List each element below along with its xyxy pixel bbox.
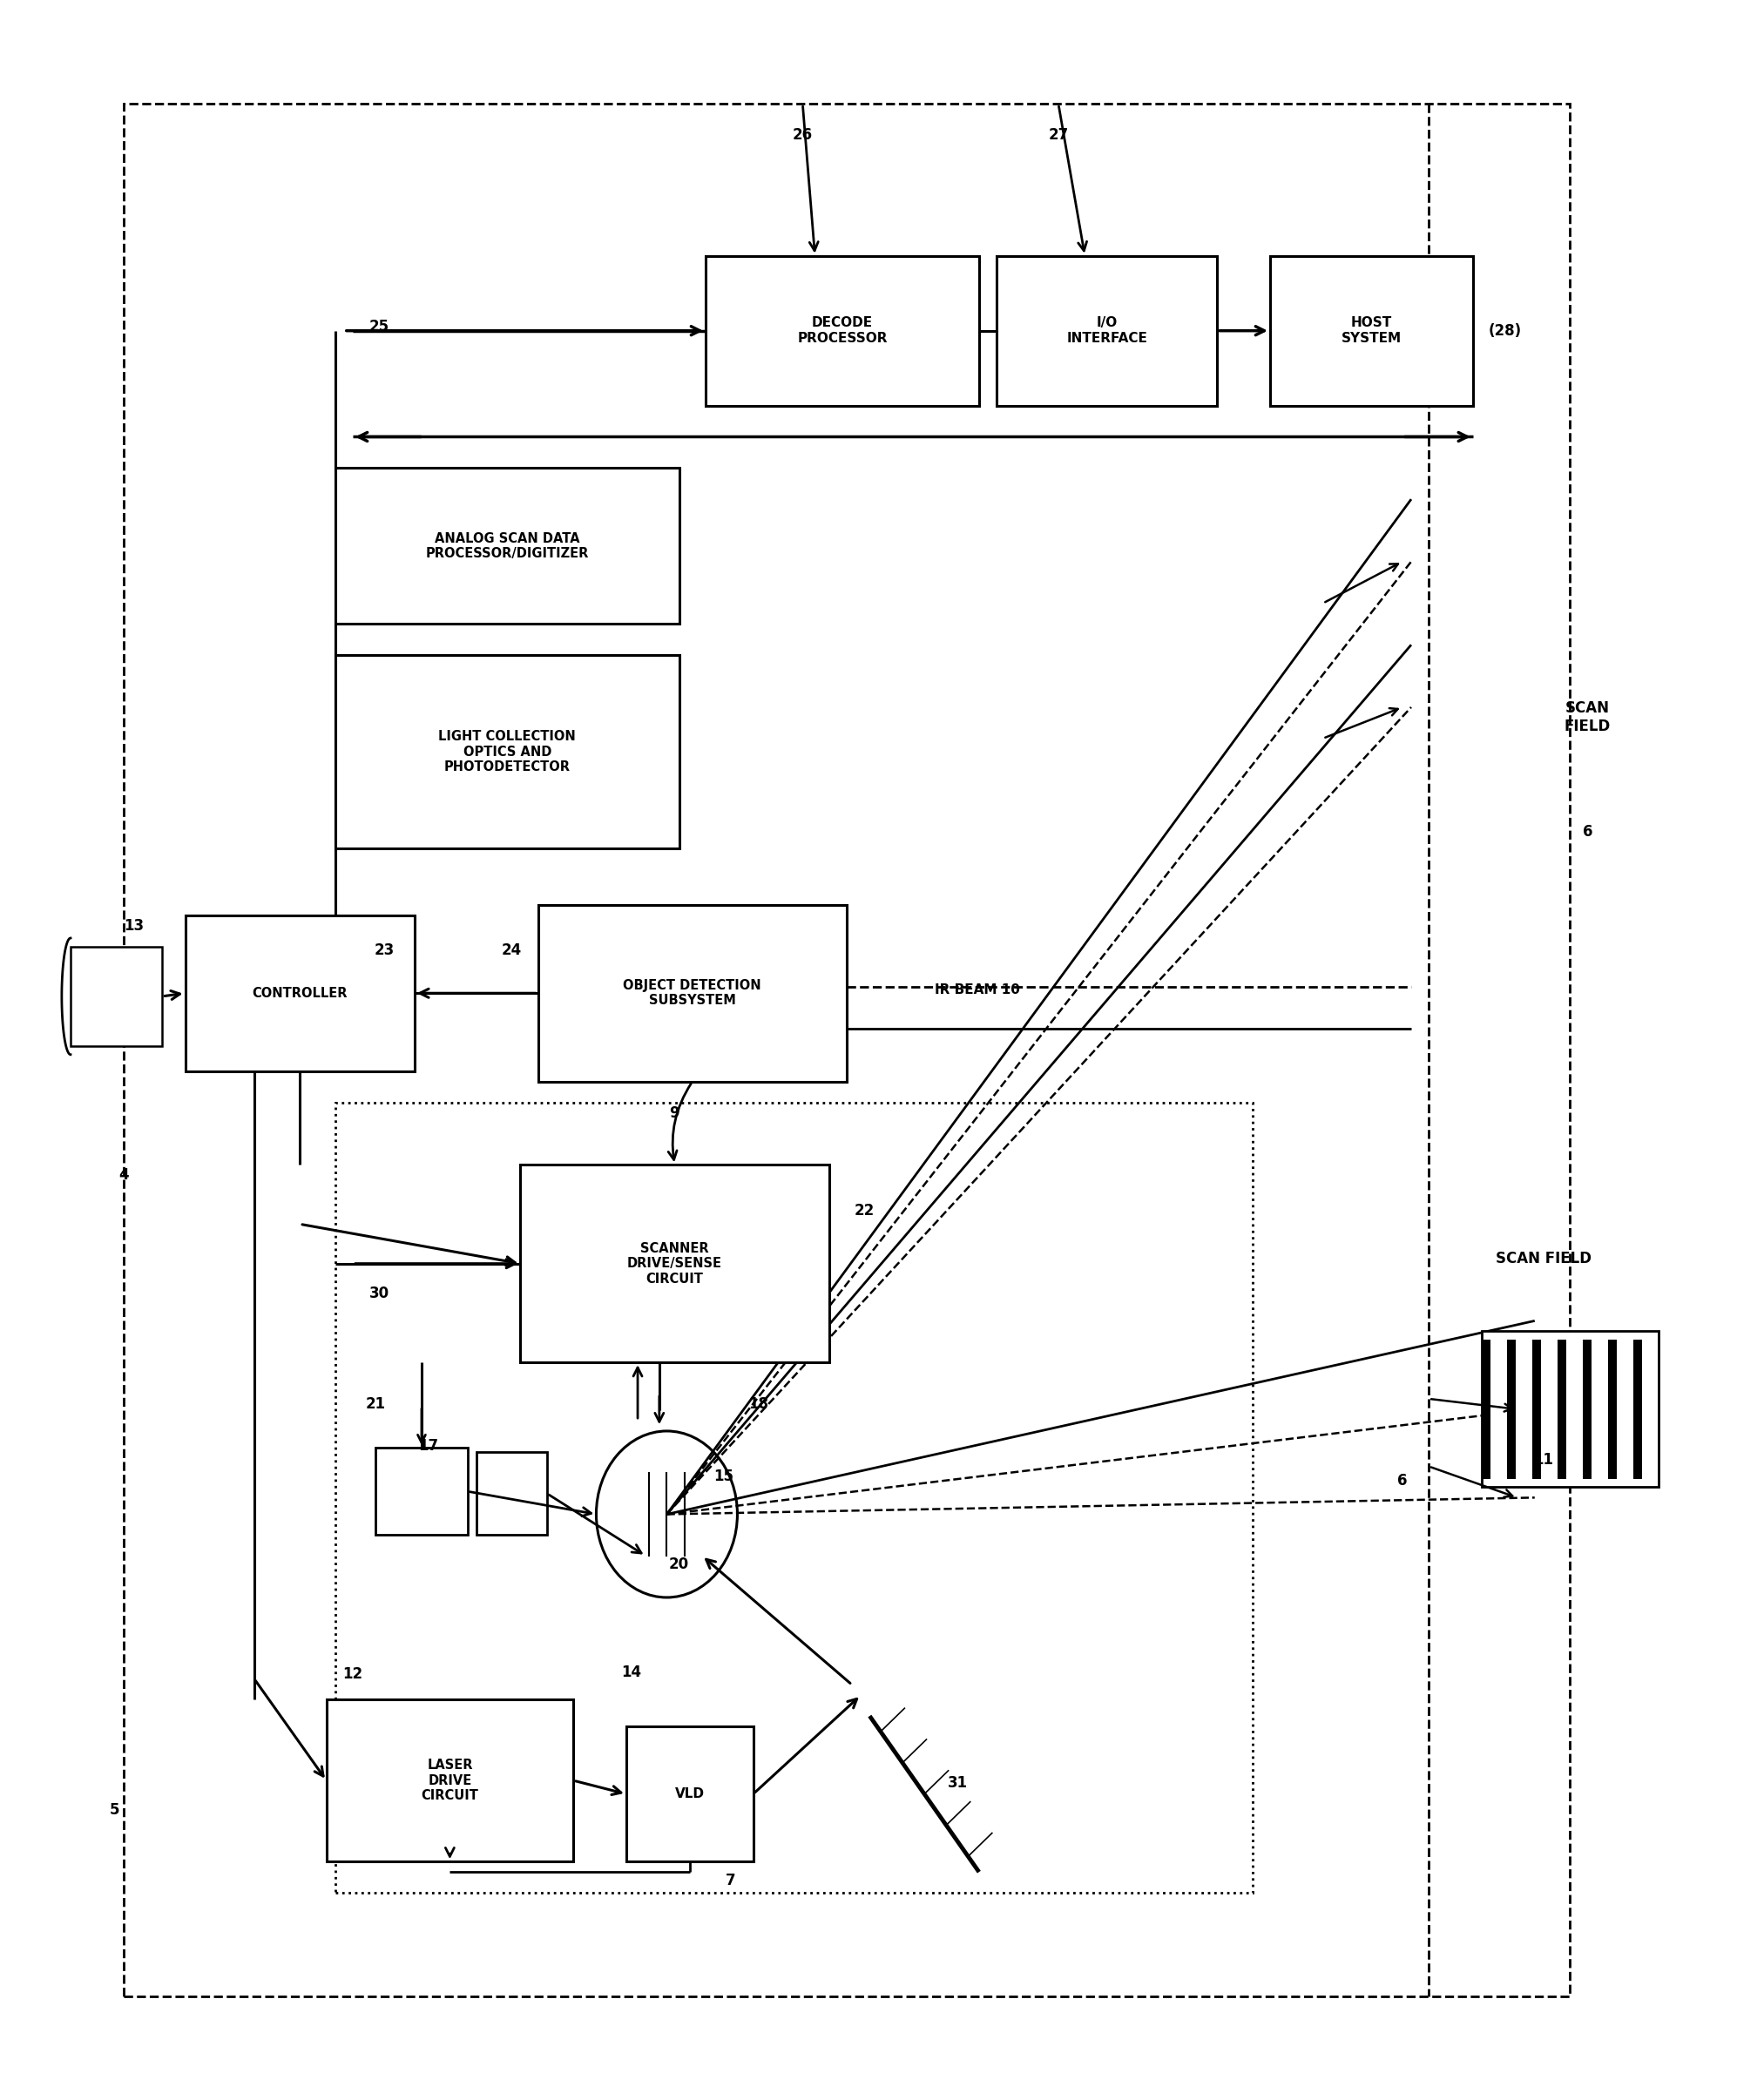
Text: 18: 18 — [748, 1396, 769, 1412]
Text: LIGHT COLLECTION
OPTICS AND
PHOTODETECTOR: LIGHT COLLECTION OPTICS AND PHOTODETECTO… — [439, 730, 575, 774]
Text: 21: 21 — [365, 1396, 386, 1412]
Text: OBJECT DETECTION
SUBSYSTEM: OBJECT DETECTION SUBSYSTEM — [623, 980, 762, 1007]
Text: 7: 7 — [725, 1872, 736, 1889]
Text: 13: 13 — [123, 917, 145, 934]
Text: LASER
DRIVE
CIRCUIT: LASER DRIVE CIRCUIT — [422, 1760, 478, 1801]
FancyBboxPatch shape — [538, 905, 847, 1082]
FancyBboxPatch shape — [376, 1448, 467, 1535]
Text: SCAN FIELD: SCAN FIELD — [1496, 1250, 1591, 1267]
FancyBboxPatch shape — [335, 655, 679, 849]
Text: (28): (28) — [1489, 322, 1521, 339]
FancyBboxPatch shape — [326, 1699, 573, 1862]
Text: 4: 4 — [118, 1167, 129, 1184]
Text: 31: 31 — [947, 1774, 968, 1791]
Text: 17: 17 — [418, 1437, 439, 1454]
FancyBboxPatch shape — [706, 256, 979, 406]
Bar — [1607, 1340, 1616, 1479]
FancyBboxPatch shape — [71, 946, 162, 1046]
Text: 25: 25 — [369, 318, 390, 335]
Text: IR BEAM 10: IR BEAM 10 — [935, 984, 1020, 996]
Text: VLD: VLD — [676, 1787, 704, 1801]
Text: SCANNER
DRIVE/SENSE
CIRCUIT: SCANNER DRIVE/SENSE CIRCUIT — [628, 1242, 721, 1285]
Text: 22: 22 — [854, 1202, 875, 1219]
Text: 20: 20 — [669, 1556, 690, 1572]
Bar — [1582, 1340, 1591, 1479]
Text: DECODE
PROCESSOR: DECODE PROCESSOR — [797, 316, 887, 345]
Text: HOST
SYSTEM: HOST SYSTEM — [1341, 316, 1402, 345]
Text: 11: 11 — [1533, 1452, 1554, 1468]
Text: I/O
INTERFACE: I/O INTERFACE — [1067, 316, 1147, 345]
FancyBboxPatch shape — [1482, 1331, 1658, 1487]
Text: 12: 12 — [342, 1666, 363, 1683]
Text: CONTROLLER: CONTROLLER — [252, 986, 348, 1000]
Text: 6: 6 — [1397, 1473, 1408, 1489]
FancyBboxPatch shape — [1270, 256, 1473, 406]
Text: 26: 26 — [792, 127, 813, 144]
FancyBboxPatch shape — [520, 1165, 829, 1362]
Text: 30: 30 — [369, 1285, 390, 1302]
Text: 5: 5 — [109, 1801, 120, 1818]
Text: ANALOG SCAN DATA
PROCESSOR/DIGITIZER: ANALOG SCAN DATA PROCESSOR/DIGITIZER — [425, 532, 589, 560]
Bar — [1633, 1340, 1642, 1479]
Bar — [1482, 1340, 1491, 1479]
FancyBboxPatch shape — [476, 1452, 547, 1535]
FancyBboxPatch shape — [335, 468, 679, 624]
Text: 24: 24 — [501, 942, 522, 959]
Bar — [1533, 1340, 1542, 1479]
Text: SCAN
FIELD: SCAN FIELD — [1565, 701, 1611, 734]
Text: 15: 15 — [713, 1468, 734, 1485]
FancyBboxPatch shape — [997, 256, 1217, 406]
FancyBboxPatch shape — [185, 915, 415, 1071]
Text: 23: 23 — [374, 942, 395, 959]
Text: 27: 27 — [1048, 127, 1069, 144]
Text: 6: 6 — [1582, 824, 1593, 840]
Bar — [1558, 1340, 1566, 1479]
Bar — [1506, 1340, 1515, 1479]
FancyBboxPatch shape — [626, 1726, 753, 1862]
Text: 9: 9 — [669, 1104, 679, 1121]
Text: 14: 14 — [621, 1664, 642, 1681]
